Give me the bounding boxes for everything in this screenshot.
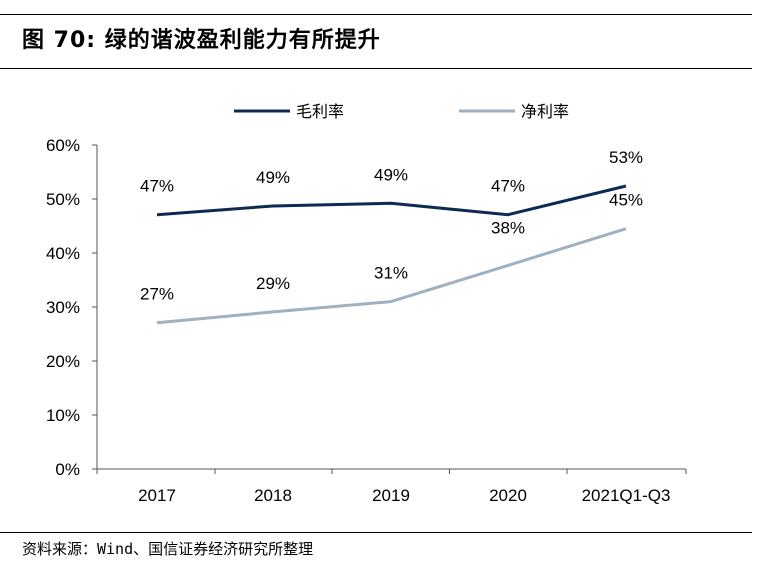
net-margin-line [156,227,627,325]
y-tick-label: 20% [46,352,80,371]
x-tick-label: 2019 [372,486,410,505]
net-margin-data-label: 27% [140,285,174,304]
y-tick-label: 0% [55,460,80,479]
net-margin-data-label: 31% [374,264,408,283]
source-note: 资料来源：Wind、国信证券经济研究所整理 [22,540,314,558]
gross-margin-data-label: 49% [374,165,408,184]
legend-gross-margin-label: 毛利率 [296,102,344,121]
bottom-rule [0,532,752,533]
title-underline [0,68,752,69]
gross-margin-data-label: 49% [256,168,290,187]
x-tick-label: 2021Q1-Q3 [582,486,671,505]
y-tick-label: 50% [46,190,80,209]
legend-net-margin-label: 净利率 [521,102,569,121]
top-rule [0,14,752,15]
gross-margin-data-label: 53% [609,148,643,167]
x-tick-label: 2017 [138,486,176,505]
gross-margin-data-label: 47% [491,177,525,196]
net-margin-data-label: 29% [256,274,290,293]
gross-margin-data-label: 47% [140,177,174,196]
figure-title: 图 70: 绿的谐波盈利能力有所提升 [22,28,381,53]
y-tick-label: 60% [46,136,80,155]
y-tick-label: 40% [46,244,80,263]
y-tick-label: 30% [46,298,80,317]
y-tick-label: 10% [46,406,80,425]
net-margin-data-label: 45% [609,191,643,210]
net-margin-data-label: 38% [491,218,525,237]
x-tick-label: 2018 [254,486,292,505]
gross-margin-line [156,184,627,217]
x-tick-label: 2020 [489,486,527,505]
